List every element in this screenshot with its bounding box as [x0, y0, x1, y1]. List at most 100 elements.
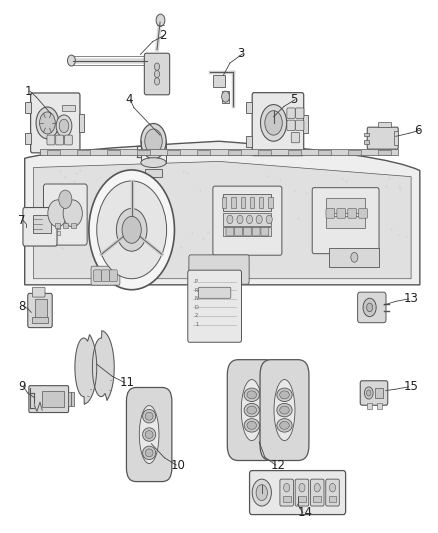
Bar	[246, 101, 252, 112]
Text: 6: 6	[415, 124, 422, 137]
Circle shape	[265, 111, 283, 135]
Bar	[77, 150, 90, 155]
Bar	[223, 213, 272, 225]
Circle shape	[351, 253, 358, 262]
FancyBboxPatch shape	[296, 108, 304, 118]
Text: 12: 12	[271, 458, 286, 472]
Bar	[259, 197, 263, 208]
Ellipse shape	[139, 406, 159, 464]
Circle shape	[56, 115, 72, 137]
Text: 10: 10	[171, 458, 186, 472]
Circle shape	[154, 78, 159, 85]
FancyBboxPatch shape	[359, 208, 367, 218]
Text: 15: 15	[403, 381, 418, 393]
Ellipse shape	[247, 422, 257, 430]
FancyBboxPatch shape	[43, 184, 87, 245]
Bar	[63, 223, 68, 228]
Ellipse shape	[277, 403, 292, 417]
FancyBboxPatch shape	[296, 120, 304, 131]
Ellipse shape	[280, 422, 289, 430]
Circle shape	[39, 112, 55, 134]
Bar	[250, 197, 254, 208]
Bar	[55, 223, 60, 228]
Circle shape	[266, 215, 272, 224]
FancyBboxPatch shape	[145, 53, 170, 95]
FancyBboxPatch shape	[23, 207, 57, 246]
Bar	[32, 317, 48, 322]
Bar	[46, 150, 60, 155]
Bar	[57, 219, 60, 222]
Bar	[137, 150, 150, 155]
Bar	[329, 248, 379, 266]
Ellipse shape	[143, 446, 155, 459]
Bar	[240, 197, 245, 208]
Ellipse shape	[274, 379, 295, 441]
Bar	[326, 216, 365, 228]
Bar	[375, 389, 383, 398]
Bar	[42, 391, 64, 407]
FancyBboxPatch shape	[357, 292, 386, 322]
Text: 2: 2	[159, 29, 166, 42]
Bar	[394, 132, 398, 145]
FancyBboxPatch shape	[250, 471, 346, 514]
Circle shape	[117, 208, 147, 251]
FancyBboxPatch shape	[311, 479, 324, 506]
Ellipse shape	[280, 391, 289, 399]
Circle shape	[59, 119, 69, 133]
Bar	[378, 150, 392, 155]
Bar	[377, 403, 382, 409]
Circle shape	[154, 63, 159, 70]
Bar	[71, 223, 76, 228]
FancyBboxPatch shape	[102, 270, 110, 281]
Circle shape	[222, 91, 230, 102]
Bar	[71, 392, 74, 406]
Circle shape	[36, 107, 59, 139]
Bar	[25, 102, 31, 113]
Ellipse shape	[247, 406, 257, 414]
Bar	[30, 388, 34, 408]
Bar	[68, 392, 71, 406]
Bar	[364, 140, 369, 144]
Polygon shape	[75, 335, 97, 404]
Bar	[231, 197, 236, 208]
Bar	[378, 122, 392, 127]
PathPatch shape	[33, 161, 411, 279]
Text: 8: 8	[18, 300, 25, 313]
FancyBboxPatch shape	[189, 255, 249, 284]
FancyBboxPatch shape	[326, 208, 335, 218]
FancyBboxPatch shape	[32, 287, 45, 297]
Bar	[258, 150, 271, 155]
Ellipse shape	[145, 412, 153, 420]
Bar	[303, 115, 308, 133]
Bar	[364, 133, 369, 136]
FancyBboxPatch shape	[295, 479, 309, 506]
FancyBboxPatch shape	[367, 127, 398, 149]
FancyBboxPatch shape	[291, 132, 300, 143]
Text: R: R	[195, 288, 198, 293]
Circle shape	[89, 170, 174, 290]
Circle shape	[364, 387, 373, 399]
FancyBboxPatch shape	[280, 479, 293, 506]
Text: 5: 5	[290, 93, 297, 106]
FancyBboxPatch shape	[261, 228, 269, 236]
Text: 3: 3	[237, 47, 245, 60]
Bar	[318, 150, 331, 155]
Circle shape	[59, 190, 72, 208]
FancyBboxPatch shape	[56, 135, 64, 145]
Ellipse shape	[145, 449, 153, 457]
Ellipse shape	[143, 409, 155, 423]
Circle shape	[314, 483, 320, 492]
Bar	[348, 150, 361, 155]
Text: 7: 7	[18, 214, 26, 227]
Circle shape	[154, 70, 159, 78]
FancyBboxPatch shape	[348, 208, 357, 218]
Ellipse shape	[244, 418, 259, 432]
Bar	[57, 225, 60, 229]
FancyBboxPatch shape	[326, 479, 339, 506]
FancyBboxPatch shape	[312, 188, 379, 254]
Circle shape	[252, 479, 272, 506]
Bar	[40, 149, 398, 155]
Bar	[62, 104, 75, 111]
Ellipse shape	[145, 129, 162, 154]
Circle shape	[48, 200, 67, 227]
